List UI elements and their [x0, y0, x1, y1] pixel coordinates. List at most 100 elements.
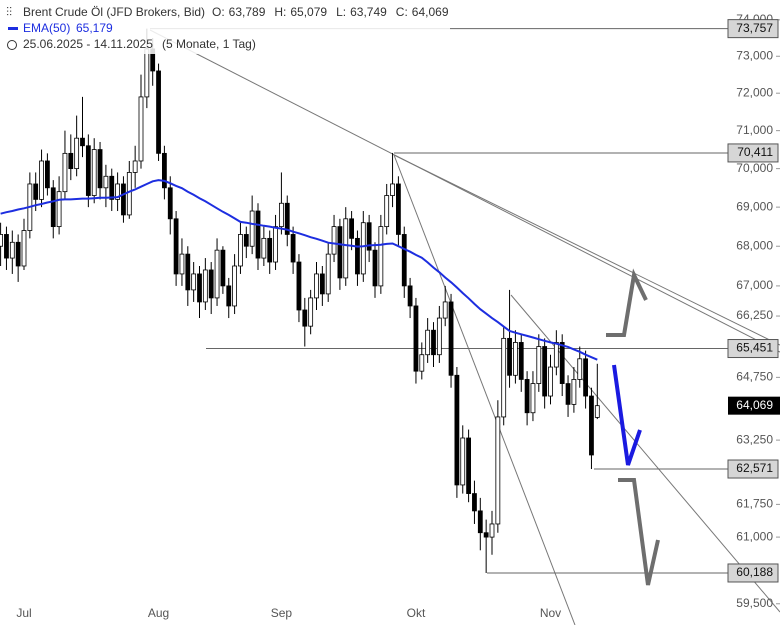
- candle-body: [267, 237, 273, 263]
- candle-body: [9, 241, 15, 259]
- candle-body: [536, 346, 542, 384]
- candle-body: [56, 191, 62, 228]
- y-tick-label: 70,000: [736, 161, 773, 175]
- y-axis: 74,00073,00072,00071,00070,00069,00068,0…: [16, 12, 780, 620]
- y-tick-label: 61,750: [736, 497, 773, 511]
- candle-body: [39, 160, 44, 200]
- candle-body: [559, 342, 565, 384]
- candle-body: [325, 253, 331, 295]
- arrow-mid: [612, 364, 642, 466]
- candle-body: [0, 234, 4, 247]
- plot: [0, 28, 728, 574]
- candle-body: [91, 149, 97, 196]
- x-tick-label: Nov: [540, 606, 561, 620]
- candle-body: [407, 285, 413, 307]
- x-tick-label: Aug: [148, 606, 169, 620]
- candle-body: [466, 437, 472, 494]
- candle-body: [132, 160, 138, 173]
- candle-body: [454, 374, 460, 486]
- candle-body: [161, 152, 167, 189]
- candle-body: [167, 187, 173, 220]
- y-tick-label: 69,000: [736, 199, 773, 213]
- level-label: 70,411: [737, 145, 773, 159]
- candle-body: [314, 273, 319, 299]
- ema-swatch: [8, 27, 18, 30]
- arrow-up: [606, 268, 648, 337]
- candle-body: [384, 195, 390, 228]
- candle-body: [390, 183, 395, 196]
- candle-body: [589, 395, 594, 456]
- level-box: [727, 19, 779, 39]
- candle-body: [302, 309, 308, 327]
- y-tick-label: 68,000: [736, 238, 773, 252]
- candle-body: [378, 226, 384, 287]
- ohlc-key: L:: [336, 5, 346, 19]
- candle-body: [243, 234, 249, 247]
- candle-body: [518, 342, 524, 380]
- y-tick-label: 72,000: [736, 85, 773, 99]
- candle-body: [530, 383, 536, 414]
- candle-body: [103, 175, 109, 189]
- candle-body: [349, 218, 355, 239]
- header-bg: [0, 2, 450, 54]
- candle-body: [577, 358, 583, 380]
- trend-line: [149, 29, 780, 353]
- candle-body: [208, 269, 214, 299]
- y-tick-label: 73,000: [736, 48, 773, 62]
- candle-body: [460, 437, 466, 486]
- candle-body: [273, 226, 278, 263]
- candle-body: [185, 253, 191, 291]
- ohlc-key: O:: [212, 5, 225, 19]
- candle-body: [278, 202, 284, 228]
- ohlc-value: 63,789: [229, 5, 266, 19]
- level-label: 62,571: [736, 461, 773, 475]
- candle-body: [232, 265, 238, 307]
- candle-body: [524, 379, 530, 414]
- drawings: [149, 29, 780, 625]
- candle-body: [413, 305, 419, 372]
- candle-body: [197, 273, 202, 303]
- clock-icon: [7, 40, 17, 50]
- candle-body: [238, 234, 243, 267]
- candle-body: [220, 249, 226, 287]
- date-range: 25.06.2025 - 14.11.2025: [23, 37, 153, 51]
- candle-body: [436, 317, 442, 356]
- candle-body: [495, 416, 501, 525]
- x-tick-label: Jul: [16, 606, 31, 620]
- candle-body: [255, 210, 261, 259]
- candle-body: [355, 237, 360, 275]
- candle-body: [68, 152, 74, 170]
- candle-body: [156, 70, 161, 154]
- y-tick-label: 64,750: [736, 370, 773, 384]
- candle-body: [62, 152, 68, 193]
- candle-body: [74, 137, 80, 170]
- y-tick-label: 71,000: [736, 123, 773, 137]
- level-label: 73,757: [736, 21, 773, 35]
- candle-body: [337, 226, 343, 279]
- ema-value: 65,179: [76, 21, 113, 35]
- candle-body: [179, 253, 185, 275]
- candle-body: [472, 493, 477, 512]
- y-tick-label: 67,000: [736, 278, 773, 292]
- candle-body: [431, 329, 436, 356]
- candle-body: [483, 532, 489, 538]
- level-box: [727, 339, 779, 359]
- ohlc-value: 64,069: [412, 5, 449, 19]
- candle-body: [115, 183, 120, 200]
- header: ⫶⫶ Brent Crude Öl (JFD Brokers, Bid) EMA…: [0, 2, 450, 54]
- y-tick-label: 61,000: [736, 529, 773, 543]
- candle-body: [144, 48, 150, 98]
- level-box: [727, 459, 779, 479]
- candle-body: [226, 285, 232, 307]
- candle-body: [261, 237, 267, 259]
- candle-body: [542, 346, 548, 397]
- candle-body: [594, 405, 600, 418]
- candle-body: [15, 241, 21, 267]
- icon: ⫶⫶: [6, 5, 12, 19]
- trend-line: [393, 154, 576, 625]
- candle-body: [513, 342, 518, 376]
- candle-body: [290, 234, 296, 263]
- candle-body: [571, 379, 577, 405]
- candle-body: [202, 269, 208, 303]
